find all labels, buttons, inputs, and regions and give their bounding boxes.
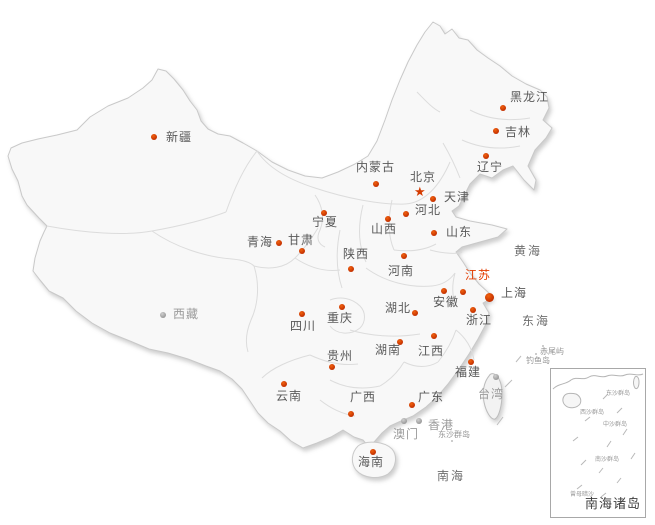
province-dot[interactable]	[430, 196, 436, 202]
sea-label: 东海	[522, 314, 551, 328]
province-dot[interactable]	[348, 266, 354, 272]
province-dot[interactable]	[299, 311, 305, 317]
province-dot[interactable]	[339, 304, 345, 310]
province-dot[interactable]	[484, 292, 494, 302]
inset-islet-label: 中沙群岛	[603, 421, 628, 428]
province-label[interactable]: 新疆	[166, 130, 193, 144]
province-label[interactable]: 西藏	[173, 307, 200, 321]
province-dot[interactable]	[401, 253, 407, 259]
islet-label: 钓鱼岛	[526, 356, 550, 365]
province-dot[interactable]	[409, 402, 415, 408]
province-dot[interactable]	[160, 312, 166, 318]
province-label[interactable]: 福建	[455, 365, 482, 379]
province-label[interactable]: 山西	[371, 222, 398, 236]
province-label[interactable]: 湖北	[385, 301, 412, 315]
province-dot[interactable]	[401, 418, 407, 424]
province-dot[interactable]	[483, 153, 489, 159]
province-dot[interactable]	[370, 449, 376, 455]
province-dot[interactable]	[373, 181, 379, 187]
province-label[interactable]: 广西	[350, 390, 377, 404]
province-dot[interactable]	[431, 333, 437, 339]
inset-map-svg	[552, 373, 644, 498]
islet-label: 东沙群岛	[438, 430, 470, 439]
province-dot[interactable]	[329, 364, 335, 370]
province-label[interactable]: 山东	[446, 225, 473, 239]
inset-islet-label: 西沙群岛	[580, 409, 605, 416]
province-dot[interactable]	[276, 240, 282, 246]
hainan-island	[351, 441, 396, 478]
province-dot[interactable]	[500, 105, 506, 111]
capital-star-icon[interactable]: ★	[414, 185, 426, 200]
province-label[interactable]: 辽宁	[477, 160, 504, 174]
province-label[interactable]: 青海	[247, 235, 274, 249]
province-dot[interactable]	[416, 418, 422, 424]
province-dot[interactable]	[281, 381, 287, 387]
province-dot[interactable]	[299, 248, 305, 254]
province-label[interactable]: 江西	[418, 344, 445, 358]
province-label[interactable]: 广东	[418, 390, 445, 404]
province-label[interactable]: 北京	[410, 170, 437, 184]
province-dot[interactable]	[441, 288, 447, 294]
province-dot[interactable]	[493, 128, 499, 134]
province-label[interactable]: 天津	[444, 190, 471, 204]
province-label[interactable]: 吉林	[505, 125, 532, 139]
province-label[interactable]: 台湾	[478, 387, 505, 401]
province-label[interactable]: 重庆	[327, 311, 354, 325]
province-label[interactable]: 四川	[290, 319, 317, 333]
province-label[interactable]: 江苏	[465, 268, 492, 282]
province-dot[interactable]	[493, 374, 499, 380]
inset-islet-label: 东沙群岛	[606, 390, 631, 397]
sea-label: 南海	[437, 469, 466, 483]
province-dot[interactable]	[348, 411, 354, 417]
sea-label: 黄海	[514, 244, 543, 258]
province-label[interactable]: 安徽	[433, 295, 460, 309]
offshore-islets	[451, 345, 544, 442]
province-label[interactable]: 上海	[501, 286, 528, 300]
province-dot[interactable]	[321, 210, 327, 216]
province-dot[interactable]	[412, 310, 418, 316]
province-label[interactable]: 宁夏	[312, 215, 339, 229]
inset-title: 南海诸岛	[584, 497, 641, 512]
province-dot[interactable]	[431, 230, 437, 236]
province-borders	[46, 91, 531, 417]
province-label[interactable]: 贵州	[327, 349, 354, 363]
province-label[interactable]: 甘肃	[288, 233, 315, 247]
province-label[interactable]: 香港	[428, 418, 455, 432]
province-label[interactable]: 河南	[388, 264, 415, 278]
province-dot[interactable]	[385, 216, 391, 222]
province-dot[interactable]	[403, 211, 409, 217]
mainland-shape	[7, 21, 553, 478]
inset-islet-label: 南沙群岛	[595, 456, 620, 463]
taiwan-island	[482, 373, 503, 420]
province-label[interactable]: 湖南	[375, 343, 402, 357]
islet-label: 赤尾屿	[540, 347, 564, 356]
province-dot[interactable]	[468, 359, 474, 365]
province-label[interactable]: 云南	[276, 389, 303, 403]
province-label[interactable]: 澳门	[393, 427, 420, 441]
province-label[interactable]: 浙江	[466, 313, 493, 327]
province-label[interactable]: 海南	[358, 455, 385, 469]
province-dot[interactable]	[151, 134, 157, 140]
province-dot[interactable]	[470, 307, 476, 313]
province-label[interactable]: 内蒙古	[356, 160, 396, 174]
province-label[interactable]: 河北	[415, 203, 442, 217]
province-dot[interactable]	[397, 339, 403, 345]
province-dot[interactable]	[460, 289, 466, 295]
south-china-sea-inset: 南海诸岛 东沙群岛西沙群岛中沙群岛南沙群岛曾母暗沙	[550, 368, 646, 518]
province-label[interactable]: 陕西	[343, 247, 370, 261]
province-label[interactable]: 黑龙江	[510, 90, 550, 104]
inset-islet-label: 曾母暗沙	[570, 491, 595, 498]
